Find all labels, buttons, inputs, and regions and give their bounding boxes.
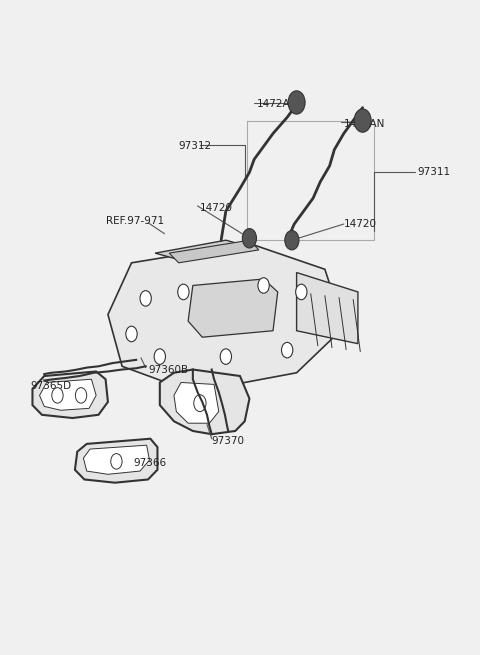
Circle shape [285, 231, 299, 250]
Polygon shape [188, 279, 278, 337]
Polygon shape [39, 379, 96, 410]
Text: 97312: 97312 [179, 141, 212, 151]
Polygon shape [33, 371, 108, 418]
Polygon shape [155, 240, 250, 259]
Text: REF.97-971: REF.97-971 [106, 215, 164, 226]
Circle shape [75, 388, 87, 403]
Circle shape [296, 284, 307, 300]
Circle shape [111, 454, 122, 469]
Circle shape [220, 349, 231, 364]
Polygon shape [160, 369, 250, 434]
Text: 14720: 14720 [200, 203, 233, 213]
Circle shape [288, 91, 305, 114]
Circle shape [258, 278, 269, 293]
Polygon shape [297, 272, 358, 344]
Circle shape [178, 284, 189, 300]
Text: 97311: 97311 [417, 167, 450, 178]
Circle shape [242, 229, 256, 248]
Circle shape [281, 343, 293, 358]
Text: 14720: 14720 [344, 219, 377, 229]
Text: 97366: 97366 [134, 458, 167, 468]
Polygon shape [75, 439, 157, 483]
Circle shape [354, 109, 371, 132]
Circle shape [154, 349, 166, 364]
Text: 1472AN: 1472AN [344, 119, 385, 129]
Polygon shape [174, 383, 219, 423]
Circle shape [52, 388, 63, 403]
Circle shape [140, 291, 151, 306]
Polygon shape [108, 244, 344, 392]
Circle shape [194, 395, 206, 411]
Circle shape [126, 326, 137, 342]
Text: 97365D: 97365D [30, 381, 71, 390]
Text: 97370: 97370 [212, 436, 245, 445]
Polygon shape [84, 445, 149, 474]
Polygon shape [169, 240, 259, 263]
Text: 1472AN: 1472AN [256, 100, 298, 109]
Text: 97360B: 97360B [148, 365, 188, 375]
